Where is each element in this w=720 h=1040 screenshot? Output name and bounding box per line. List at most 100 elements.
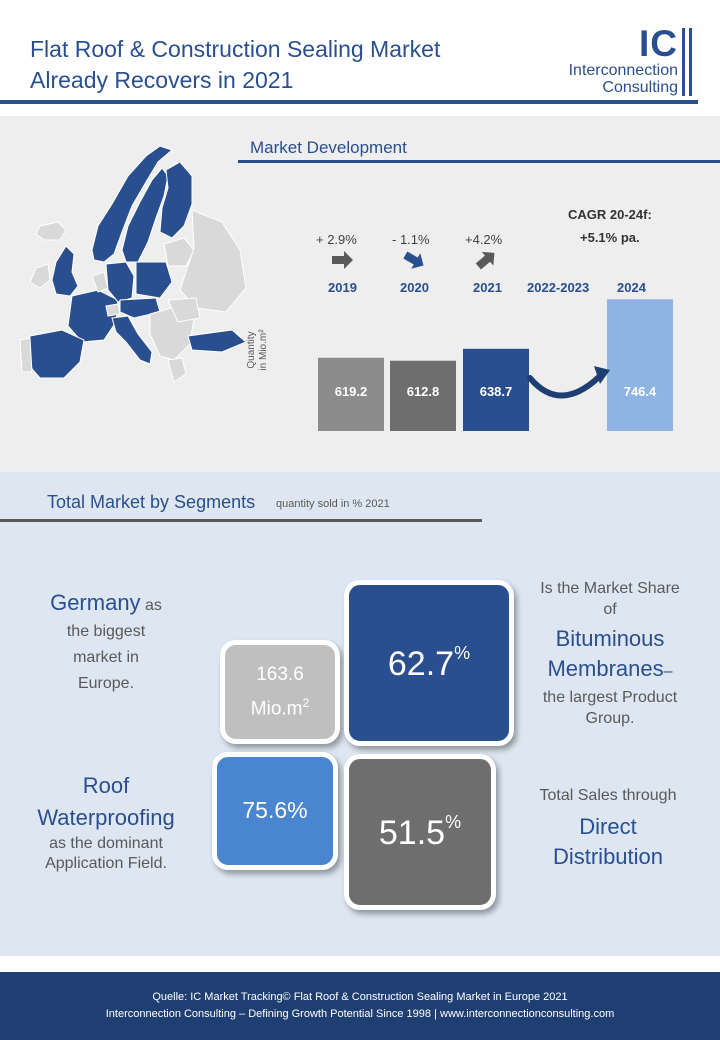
bituminous-text-1: Is the Market Share <box>540 580 680 597</box>
map-norway <box>91 145 173 263</box>
europe-map <box>19 145 247 383</box>
germany-text-2: the biggest <box>66 623 146 640</box>
x-tick-2022-2023: 2022-2023 <box>527 280 590 295</box>
map-germany <box>105 261 135 303</box>
bituminous-text-2: of <box>603 601 617 618</box>
market-development-divider <box>238 160 720 163</box>
roof-description: Roof Waterproofing as the dominant Appli… <box>14 770 198 874</box>
bar-2019 <box>318 357 384 431</box>
footer <box>0 972 720 1040</box>
growth-arrow-shape-2021 <box>475 251 495 270</box>
y-axis-label: Quantity in Mio.m² <box>246 305 270 395</box>
market-development-title: Market Development <box>250 138 407 157</box>
cagr-value: +5.1% pa. <box>580 230 640 245</box>
map-east <box>179 209 247 313</box>
map-france <box>67 289 119 343</box>
map-uk <box>51 245 79 297</box>
logo-text-line-1: Interconnection <box>568 62 678 79</box>
roof-title-1: Roof <box>82 773 130 798</box>
growth-arrow-shape-2019 <box>332 251 353 269</box>
growth-label-2020: - 1.1% <box>392 232 430 247</box>
germany-text-1: as <box>145 597 162 614</box>
bar-2020 <box>390 360 456 431</box>
direct-text-1: Total Sales through <box>539 787 677 804</box>
roof-text-2: Application Field. <box>45 855 167 872</box>
map-finland <box>159 161 193 239</box>
bar-2021 <box>463 348 529 431</box>
tile-germany-value: 163.6 <box>256 663 304 685</box>
x-tick-2024: 2024 <box>617 280 646 295</box>
map-switzerland <box>105 303 121 317</box>
segments-title: Total Market by Segments <box>47 492 256 512</box>
tile-direct-value: 51.5 <box>378 813 446 852</box>
segments-subtitle: quantity sold in % 2021 <box>276 498 390 510</box>
title-line-1: Flat Roof & Construction Sealing Market <box>30 36 441 62</box>
logo-text-line-2: Consulting <box>602 79 678 96</box>
map-baltics <box>163 237 195 267</box>
y-axis-label-line-1: Quantity <box>246 331 257 369</box>
trend-arrow-icon <box>527 373 603 399</box>
bituminous-title-1: Bituminous <box>555 626 665 651</box>
germany-text-4: Europe. <box>77 675 135 692</box>
tile-bituminous-share: 62.7% <box>344 580 514 746</box>
bituminous-text-3: the largest Product <box>542 689 678 706</box>
logo-bar <box>682 28 685 96</box>
tile-direct-unit: % <box>445 811 462 832</box>
growth-label-2019: + 2.9% <box>316 232 357 247</box>
map-ireland <box>29 263 51 289</box>
map-benelux <box>91 271 109 293</box>
bituminous-description: Is the Market Share of Bituminous Membra… <box>522 578 698 729</box>
tile-roof-value: 75.6% <box>242 797 308 823</box>
germany-title: Germany <box>50 590 141 615</box>
map-iceland <box>35 221 67 241</box>
bituminous-title-2: Membranes <box>547 656 664 681</box>
map-turkey <box>187 329 247 353</box>
map-central <box>119 297 161 319</box>
trend-arrow-head-icon <box>594 366 610 384</box>
direct-title-2: Distribution <box>552 844 664 869</box>
tile-bituminous-unit: % <box>454 642 471 663</box>
growth-arrow-shape-2020 <box>403 251 424 269</box>
segments-divider <box>0 519 482 522</box>
title-line-2: Already Recovers in 2021 <box>30 67 294 93</box>
map-italy <box>111 315 153 365</box>
header-divider <box>0 100 698 104</box>
bar-2024 <box>607 299 673 431</box>
footer-source: Quelle: IC Market Tracking© Flat Roof & … <box>152 991 568 1003</box>
growth-arrow-icon-2019 <box>332 251 353 269</box>
tile-bituminous-value: 62.7 <box>387 644 455 683</box>
growth-label-2021: +4.2% <box>465 232 503 247</box>
tile-roof-waterproofing: 75.6% <box>212 752 338 870</box>
roof-text-1: as the dominant <box>49 835 163 852</box>
bar-series <box>318 299 673 431</box>
bituminous-dash: – <box>663 663 673 680</box>
map-romania <box>167 297 201 323</box>
logo-mark: IC <box>639 23 678 64</box>
growth-arrows <box>332 251 495 270</box>
bar-label-2024: 746.4 <box>624 384 657 399</box>
map-portugal <box>19 337 33 373</box>
bar-label-2020: 612.8 <box>407 384 440 399</box>
tile-germany-volume: 163.6 Mio.m2 <box>220 640 340 744</box>
x-tick-2019: 2019 <box>328 280 357 295</box>
y-axis-label-line-2: in Mio.m² <box>258 329 269 371</box>
x-tick-2021: 2021 <box>473 280 502 295</box>
bar-label-2021: 638.7 <box>480 384 513 399</box>
bar-value-labels: 619.2 612.8 638.7 746.4 <box>335 384 657 399</box>
map-poland <box>135 261 173 299</box>
header: Flat Roof & Construction Sealing Market … <box>0 0 720 104</box>
cagr-label: CAGR 20-24f: <box>568 207 652 222</box>
x-tick-2020: 2020 <box>400 280 429 295</box>
direct-title-1: Direct <box>579 814 637 839</box>
logo-bar-2 <box>689 28 692 96</box>
map-greece <box>167 357 187 383</box>
roof-title-2: Waterproofing <box>37 805 175 830</box>
direct-description: Total Sales through Direct Distribution <box>520 786 696 872</box>
market-chart-canvas: 619.2 612.8 638.7 746.4 <box>19 145 673 431</box>
tile-direct-distribution: 51.5% <box>344 754 496 910</box>
bar-label-2019: 619.2 <box>335 384 368 399</box>
germany-text-3: market in <box>73 649 139 666</box>
tile-germany-unit: Mio.m <box>250 698 303 720</box>
growth-arrow-icon-2020 <box>403 251 424 269</box>
map-spain <box>25 329 85 379</box>
